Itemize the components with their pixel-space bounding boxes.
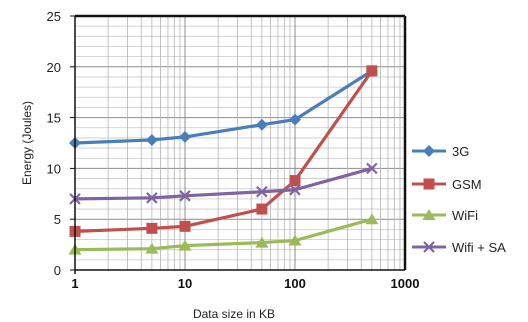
data-point-3g — [145, 133, 158, 146]
legend-label: 3G — [452, 144, 469, 159]
legend-label: GSM — [452, 177, 482, 192]
y-tick-label: 25 — [47, 9, 61, 24]
series-line-wifi-sa — [74, 166, 373, 201]
data-point-wifi — [288, 234, 302, 246]
x-tick-label: 1000 — [391, 276, 420, 291]
data-point-3g — [289, 113, 301, 126]
series-wifi-sa — [69, 162, 378, 205]
legend: 3G GSM WiFi Wifi + SA — [412, 144, 506, 255]
axes — [70, 14, 407, 274]
data-point-3g — [255, 118, 268, 131]
y-tick-label: 15 — [47, 111, 61, 126]
data-point-wifi-sa — [366, 162, 378, 175]
x-tick-label: 1 — [71, 276, 78, 291]
legend-item-3g: 3G — [412, 144, 469, 159]
series-line-3g — [74, 69, 373, 145]
data-point-wifi-sa — [179, 190, 191, 202]
legend-marker — [422, 209, 436, 220]
y-tick-label: 0 — [54, 263, 61, 278]
data-point-wifi-sa — [146, 192, 158, 204]
legend-label: Wifi + SA — [452, 240, 506, 255]
legend-item-wifi: WiFi — [412, 208, 478, 223]
data-point-wifi — [255, 236, 269, 248]
x-tick-label: 100 — [284, 276, 306, 291]
x-axis-label: Data size in KB — [193, 307, 275, 321]
data-point-gsm — [366, 65, 378, 77]
legend-marker — [423, 145, 435, 157]
y-tick-label: 20 — [47, 60, 61, 75]
series-line-wifi — [74, 217, 373, 252]
series-3g — [69, 64, 378, 149]
data-point-wifi — [178, 239, 192, 251]
data-point-gsm — [289, 175, 301, 187]
data-point-gsm — [146, 222, 158, 234]
data-point-gsm — [179, 220, 191, 232]
data-point-3g — [179, 130, 191, 143]
series-layer — [68, 64, 379, 255]
legend-item-gsm: GSM — [412, 177, 482, 192]
legend-marker — [423, 241, 435, 253]
series-gsm — [69, 65, 378, 237]
data-point-wifi-sa — [289, 183, 301, 196]
tick-labels: 0 5 10 15 20 25 1 10 100 1000 — [47, 9, 420, 291]
x-tick-label: 10 — [178, 276, 192, 291]
y-tick-label: 10 — [47, 161, 61, 176]
data-point-wifi — [145, 242, 159, 254]
y-axis-label: Energy (Joules) — [20, 101, 34, 185]
y-tick-label: 5 — [54, 212, 61, 227]
legend-label: WiFi — [452, 208, 478, 223]
data-point-wifi-sa — [256, 185, 268, 198]
grid — [74, 15, 406, 271]
legend-marker — [423, 178, 435, 190]
legend-item-wifi-sa: Wifi + SA — [412, 240, 506, 255]
data-point-wifi — [365, 213, 379, 225]
series-line-gsm — [74, 69, 374, 233]
data-point-gsm — [256, 203, 268, 215]
